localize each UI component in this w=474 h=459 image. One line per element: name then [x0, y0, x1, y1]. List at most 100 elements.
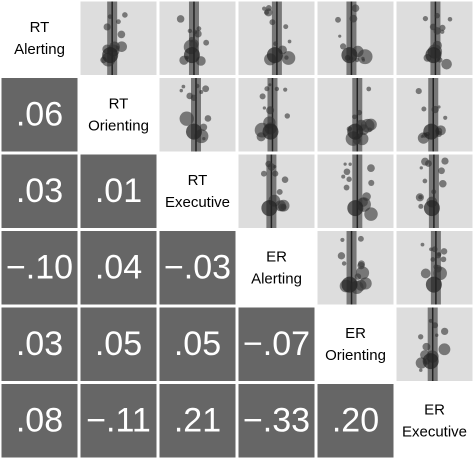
scatter-dot — [203, 39, 210, 46]
scatter-dot — [347, 200, 364, 217]
scatter-dot — [204, 115, 212, 122]
scatter-dot — [421, 157, 430, 166]
correlation-value: .03 — [16, 172, 63, 210]
scatter-dot — [346, 176, 352, 182]
variable-label: Orienting — [325, 347, 386, 364]
panel-background — [80, 1, 157, 75]
scatter-dot — [343, 162, 347, 166]
correlation-value: −.11 — [86, 402, 151, 440]
scatter-panel — [238, 78, 315, 152]
scatter-dot — [419, 166, 423, 170]
correlation-cell — [1, 384, 78, 458]
correlation-value: −.33 — [243, 402, 310, 440]
scatter-dot — [341, 261, 347, 266]
scatter-dot — [357, 49, 373, 65]
scatter-dot — [441, 157, 449, 165]
scatter-dot — [187, 28, 193, 34]
scatter-dot — [185, 123, 202, 140]
scatter-dot — [437, 105, 441, 109]
scatter-panel — [396, 78, 473, 152]
correlation-cell — [80, 154, 157, 228]
scatter-dot — [420, 268, 431, 279]
scatter-dot — [190, 94, 198, 101]
scatter-dot — [435, 252, 442, 259]
scatter-dot — [338, 34, 342, 38]
scatter-dot — [366, 86, 372, 92]
correlation-cell — [238, 384, 315, 458]
scatter-dot — [357, 235, 364, 242]
scatter-dot — [277, 199, 290, 212]
scatter-dot — [262, 123, 279, 140]
correlation-value: .04 — [95, 249, 142, 287]
scatter-dot — [284, 113, 291, 119]
scatter-dot — [262, 6, 267, 11]
scatter-dot — [438, 343, 451, 356]
scatter-dot — [419, 368, 423, 372]
correlation-value: .05 — [95, 325, 142, 363]
scatter-dot — [196, 26, 202, 32]
scatter-panel — [317, 154, 394, 228]
scatter-dot — [430, 257, 436, 262]
scatter-dot — [176, 15, 185, 23]
scatter-panel — [396, 1, 473, 75]
scatter-dot — [283, 24, 289, 30]
scatter-dot — [117, 30, 126, 39]
scatter-dot — [422, 15, 429, 22]
scatter-dot — [434, 12, 440, 19]
scatter-dot — [287, 39, 292, 44]
variable-label: Alerting — [14, 41, 65, 58]
scatter-dot — [183, 47, 200, 64]
scatter-dot — [431, 105, 439, 114]
scatter-dot — [335, 16, 341, 23]
scatter-dot — [194, 83, 200, 89]
correlation-cell — [80, 307, 157, 381]
scatter-dot — [274, 86, 280, 92]
scatter-dot — [422, 353, 439, 370]
correlation-value: .03 — [16, 325, 63, 363]
scatter-dot — [341, 174, 346, 179]
scatter-dot — [422, 342, 431, 351]
scatter-dot — [269, 19, 276, 26]
scatter-dot — [266, 47, 283, 64]
scatter-dot — [122, 12, 128, 18]
scatter-dot — [439, 179, 447, 188]
correlation-value: −.03 — [164, 249, 231, 287]
scatter-dot — [429, 247, 433, 252]
scatter-dot — [440, 256, 447, 263]
correlation-value: .08 — [16, 402, 63, 440]
scatter-dot — [181, 84, 186, 89]
scatter-dot — [340, 43, 347, 50]
scatter-dot — [179, 111, 194, 126]
scatter-dot — [199, 123, 208, 131]
scatter-dot — [259, 93, 266, 100]
scatter-dot — [434, 333, 439, 337]
correlation-cell — [159, 231, 236, 305]
variable-label: Executive — [165, 194, 230, 211]
scatter-dot — [415, 193, 424, 202]
scatter-dot — [272, 170, 279, 177]
scatter-dot — [422, 178, 428, 184]
variable-label: ER — [424, 402, 445, 419]
scatter-panel — [396, 307, 473, 381]
scatter-dot — [343, 168, 351, 176]
scatter-dot — [433, 266, 447, 281]
scatter-panel — [396, 231, 473, 305]
correlation-cell — [1, 78, 78, 152]
scatter-dot — [266, 106, 275, 115]
correlation-cell — [80, 231, 157, 305]
scatter-dot — [352, 114, 357, 120]
scatter-dot — [364, 207, 378, 221]
scatter-dot — [355, 279, 367, 291]
correlation-value: .01 — [95, 172, 142, 210]
correlation-value: −.07 — [243, 325, 310, 363]
scatter-dot — [439, 24, 446, 31]
correlation-cell — [238, 307, 315, 381]
correlation-cell — [159, 384, 236, 458]
scatter-dot — [343, 184, 350, 191]
scatter-panel — [396, 154, 473, 228]
scatter-dot — [341, 47, 358, 64]
scatter-dot — [341, 276, 358, 293]
scatter-dot — [348, 162, 352, 166]
scatter-dot — [355, 266, 370, 280]
